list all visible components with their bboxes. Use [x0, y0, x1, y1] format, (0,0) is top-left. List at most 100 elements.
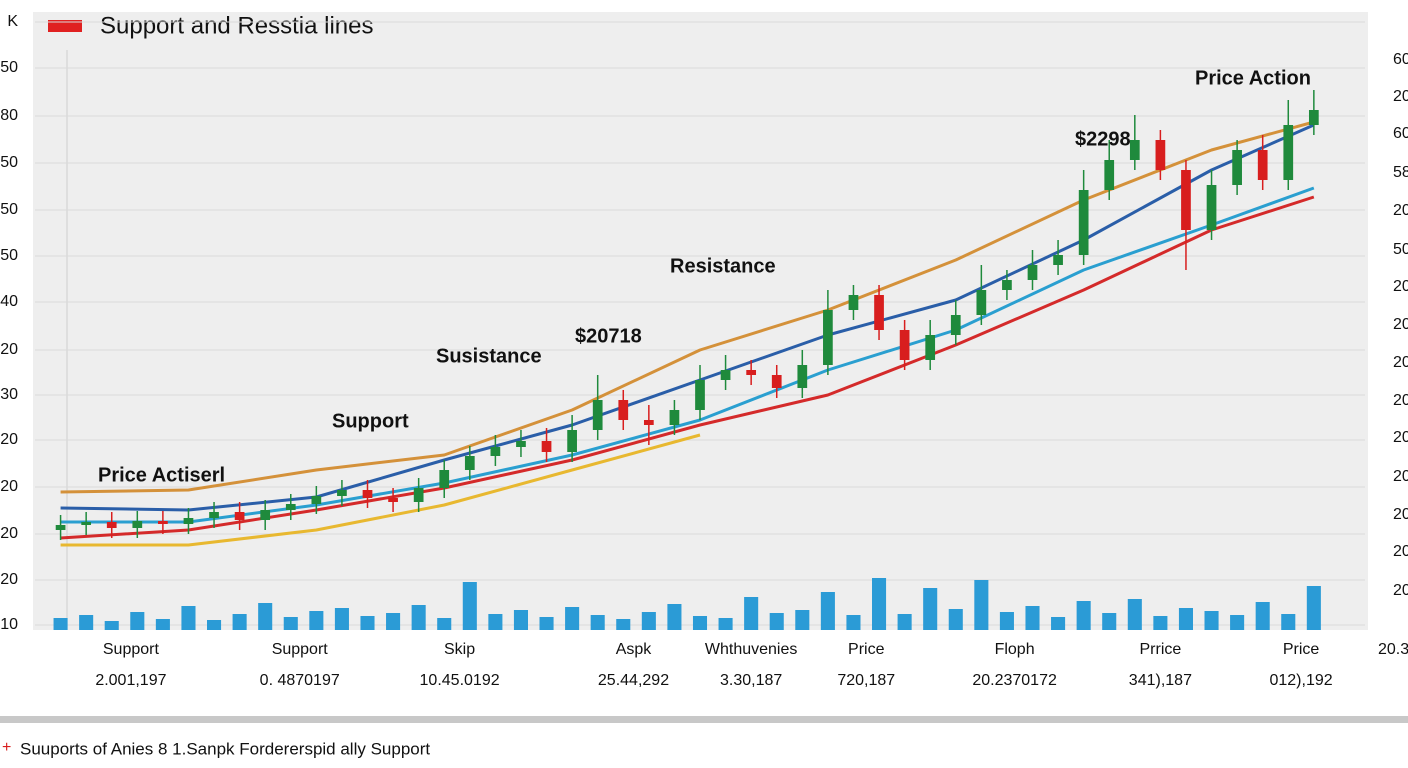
- candle-body: [132, 521, 143, 528]
- chart-title: Support and Resstia lines: [100, 12, 374, 39]
- candle-body: [1283, 125, 1294, 180]
- candle-body: [516, 441, 526, 447]
- plot-area: [33, 12, 1368, 630]
- candle-body: [695, 380, 705, 410]
- overlay-line: [60, 120, 1315, 494]
- volume-bar: [565, 607, 580, 630]
- legend-swatch: [48, 20, 82, 32]
- corner-label: 20.3: [1378, 641, 1408, 658]
- x-tick-label: Price: [848, 641, 885, 658]
- candle-body: [925, 335, 936, 360]
- volume-bar: [1102, 613, 1117, 630]
- candle-body: [285, 504, 296, 510]
- volume-bar: [155, 619, 170, 630]
- candle-body: [337, 490, 347, 496]
- annotation: Price Actiserl: [98, 464, 225, 486]
- y2-tick-label: 58: [1393, 164, 1408, 181]
- x-tick-sublabel: 2.001,197: [95, 672, 166, 689]
- y-tick-label: 50: [0, 59, 18, 76]
- x-tick-sublabel: 0. 4870197: [260, 672, 340, 689]
- volume-bar: [130, 612, 145, 630]
- volume-bar: [360, 616, 375, 630]
- y2-tick-label: 20: [1393, 429, 1408, 446]
- candle-body: [1308, 110, 1319, 125]
- volume-bar: [999, 612, 1014, 630]
- volume-bar: [1281, 614, 1296, 630]
- y-tick-label: K: [7, 13, 18, 30]
- volume-bar: [846, 615, 861, 630]
- volume-bar: [207, 620, 222, 630]
- candle-body: [1232, 150, 1242, 185]
- x-tick-label: Support: [272, 641, 329, 658]
- volume-bar: [923, 588, 938, 630]
- volume-bar: [974, 580, 989, 630]
- x-tick-sublabel: 10.45.0192: [420, 672, 500, 689]
- volume-bar: [1127, 599, 1142, 630]
- candle-body: [490, 447, 501, 456]
- volume-bar: [769, 613, 784, 630]
- volume-bar: [539, 617, 554, 630]
- candle-body: [848, 295, 859, 310]
- annotation: Support: [332, 410, 409, 432]
- candle-body: [234, 512, 245, 520]
- y-tick-label: 20: [0, 478, 18, 495]
- candle-body: [388, 498, 398, 502]
- volume-bar: [897, 614, 912, 630]
- candle-body: [618, 400, 629, 420]
- candle-body: [1078, 190, 1089, 255]
- annotation: $2298: [1075, 128, 1131, 150]
- candle-body: [158, 521, 168, 524]
- y-tick-label: 50: [0, 247, 18, 264]
- candle-body: [797, 365, 808, 388]
- y2-tick-label: 20: [1393, 506, 1408, 523]
- candle-body: [55, 525, 66, 530]
- footnote-marker: +: [2, 739, 11, 756]
- x-tick-label: Price: [1283, 641, 1320, 658]
- candle-body: [541, 441, 552, 452]
- candle-body: [439, 470, 450, 488]
- candle-body: [183, 518, 194, 524]
- x-tick-sublabel: 720,187: [837, 672, 895, 689]
- y2-tick-label: 20: [1393, 354, 1408, 371]
- candle-body: [1027, 265, 1038, 280]
- candle-body: [106, 522, 117, 528]
- y2-tick-label: 20: [1393, 316, 1408, 333]
- candle-body: [746, 370, 757, 375]
- annotation: Susistance: [436, 345, 542, 367]
- volume-bar: [513, 610, 528, 630]
- y2-tick-label: 20: [1393, 582, 1408, 599]
- volume-bar: [795, 610, 810, 630]
- volume-bar: [1255, 602, 1270, 630]
- x-tick-label: Prrice: [1139, 641, 1181, 658]
- y2-tick-label: 60: [1393, 125, 1408, 142]
- candle-body: [413, 488, 424, 502]
- volume-bar: [1051, 617, 1066, 630]
- volume-bar: [1178, 608, 1193, 630]
- volume-bar: [1230, 615, 1245, 630]
- x-tick-label: Support: [103, 641, 160, 658]
- volume-bar: [872, 578, 887, 630]
- candle-body: [1257, 150, 1268, 180]
- volume-bar: [1025, 606, 1040, 630]
- volume-bar: [258, 603, 273, 630]
- x-tick-label: Floph: [995, 641, 1035, 658]
- volume-bar: [1306, 586, 1321, 630]
- candle-body: [260, 510, 271, 520]
- y-tick-label: 80: [0, 107, 18, 124]
- y-tick-label: 10: [0, 616, 18, 633]
- footnote: Suuports of Anies 8 1.Sanpk Fordererspid…: [20, 739, 430, 758]
- x-tick-sublabel: 012),192: [1269, 672, 1332, 689]
- candle-body: [81, 522, 92, 525]
- overlay-line: [60, 433, 701, 547]
- y2-tick-label: 20: [1393, 543, 1408, 560]
- candle-body: [720, 370, 731, 380]
- candle-body: [1206, 185, 1217, 230]
- candle-body: [1129, 140, 1140, 160]
- volume-bar: [232, 614, 247, 630]
- y-tick-label: 30: [0, 386, 18, 403]
- y-tick-label: 50: [0, 154, 18, 171]
- volume-bar: [488, 614, 503, 630]
- volume-bar: [692, 616, 708, 630]
